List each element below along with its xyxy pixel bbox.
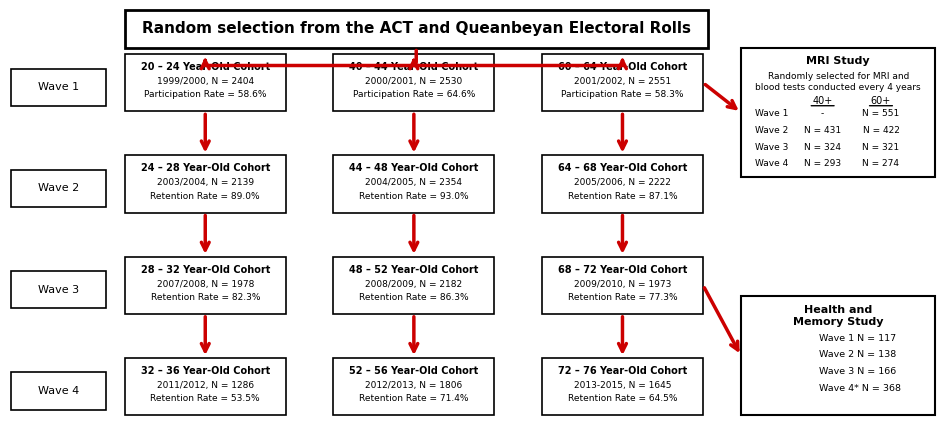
- Text: 2003/2004, N = 2139: 2003/2004, N = 2139: [157, 179, 254, 187]
- Text: Wave 2 N = 138: Wave 2 N = 138: [819, 350, 897, 359]
- FancyBboxPatch shape: [10, 271, 106, 308]
- FancyBboxPatch shape: [10, 69, 106, 106]
- FancyBboxPatch shape: [333, 358, 495, 415]
- Text: Wave 3: Wave 3: [755, 143, 788, 152]
- Text: 32 – 36 Year-Old Cohort: 32 – 36 Year-Old Cohort: [141, 366, 270, 376]
- Text: 68 – 72 Year-Old Cohort: 68 – 72 Year-Old Cohort: [558, 264, 688, 275]
- FancyBboxPatch shape: [542, 155, 703, 213]
- FancyBboxPatch shape: [542, 256, 703, 314]
- Text: N = 293: N = 293: [805, 159, 842, 168]
- Text: Retention Rate = 64.5%: Retention Rate = 64.5%: [568, 394, 677, 403]
- FancyBboxPatch shape: [125, 155, 286, 213]
- Text: Wave 4* N = 368: Wave 4* N = 368: [819, 384, 902, 393]
- Text: Retention Rate = 87.1%: Retention Rate = 87.1%: [568, 191, 677, 201]
- Text: Wave 2: Wave 2: [38, 183, 79, 194]
- Text: N = 551: N = 551: [863, 109, 900, 118]
- Text: Wave 3 N = 166: Wave 3 N = 166: [819, 367, 897, 376]
- Text: Participation Rate = 58.6%: Participation Rate = 58.6%: [144, 90, 266, 99]
- Text: N = 274: N = 274: [863, 159, 900, 168]
- Text: Participation Rate = 58.3%: Participation Rate = 58.3%: [561, 90, 684, 99]
- Text: 2007/2008, N = 1978: 2007/2008, N = 1978: [157, 280, 254, 288]
- Text: 2011/2012, N = 1286: 2011/2012, N = 1286: [157, 381, 254, 390]
- Text: 2012/2013, N = 1806: 2012/2013, N = 1806: [365, 381, 462, 390]
- Text: 2009/2010, N = 1973: 2009/2010, N = 1973: [573, 280, 671, 288]
- Text: Random selection from the ACT and Queanbeyan Electoral Rolls: Random selection from the ACT and Queanb…: [142, 21, 690, 36]
- Text: Retention Rate = 71.4%: Retention Rate = 71.4%: [359, 394, 469, 403]
- Text: 1999/2000, N = 2404: 1999/2000, N = 2404: [157, 77, 254, 86]
- FancyBboxPatch shape: [125, 10, 708, 47]
- Text: 40 – 44 Year-Old Cohort: 40 – 44 Year-Old Cohort: [349, 62, 478, 72]
- Text: Randomly selected for MRI and: Randomly selected for MRI and: [767, 72, 909, 81]
- Text: 44 – 48 Year-Old Cohort: 44 – 48 Year-Old Cohort: [349, 163, 478, 173]
- Text: 24 – 28 Year-Old Cohort: 24 – 28 Year-Old Cohort: [141, 163, 270, 173]
- Text: 40+: 40+: [812, 96, 833, 106]
- Text: N = 321: N = 321: [863, 143, 900, 152]
- Text: 2008/2009, N = 2182: 2008/2009, N = 2182: [365, 280, 462, 288]
- Text: 72 – 76 Year-Old Cohort: 72 – 76 Year-Old Cohort: [558, 366, 688, 376]
- Text: Retention Rate = 86.3%: Retention Rate = 86.3%: [359, 293, 469, 302]
- Text: Wave 1: Wave 1: [755, 109, 788, 118]
- Text: Wave 1 N = 117: Wave 1 N = 117: [819, 334, 897, 343]
- FancyBboxPatch shape: [125, 358, 286, 415]
- Text: Retention Rate = 77.3%: Retention Rate = 77.3%: [568, 293, 677, 302]
- Text: N = 422: N = 422: [863, 126, 900, 135]
- Text: 64 – 68 Year-Old Cohort: 64 – 68 Year-Old Cohort: [558, 163, 688, 173]
- Text: Retention Rate = 89.0%: Retention Rate = 89.0%: [150, 191, 260, 201]
- FancyBboxPatch shape: [125, 54, 286, 112]
- Text: Retention Rate = 53.5%: Retention Rate = 53.5%: [150, 394, 260, 403]
- Text: blood tests conducted every 4 years: blood tests conducted every 4 years: [755, 83, 921, 92]
- Text: 28 – 32 Year-Old Cohort: 28 – 32 Year-Old Cohort: [141, 264, 270, 275]
- Text: 48 – 52 Year-Old Cohort: 48 – 52 Year-Old Cohort: [349, 264, 478, 275]
- Text: Health and
Memory Study: Health and Memory Study: [793, 305, 883, 327]
- Text: Participation Rate = 64.6%: Participation Rate = 64.6%: [353, 90, 476, 99]
- Text: 60+: 60+: [871, 96, 891, 106]
- FancyBboxPatch shape: [333, 155, 495, 213]
- Text: N = 324: N = 324: [805, 143, 841, 152]
- FancyBboxPatch shape: [741, 296, 936, 415]
- Text: Wave 4: Wave 4: [38, 386, 79, 396]
- Text: 2001/2002, N = 2551: 2001/2002, N = 2551: [573, 77, 671, 86]
- Text: Retention Rate = 82.3%: Retention Rate = 82.3%: [150, 293, 260, 302]
- FancyBboxPatch shape: [125, 256, 286, 314]
- Text: Wave 4: Wave 4: [755, 159, 788, 168]
- FancyBboxPatch shape: [10, 170, 106, 207]
- Text: 2005/2006, N = 2222: 2005/2006, N = 2222: [574, 179, 670, 187]
- Text: 20 – 24 Year-Old Cohort: 20 – 24 Year-Old Cohort: [141, 62, 270, 72]
- FancyBboxPatch shape: [333, 54, 495, 112]
- Text: MRI Study: MRI Study: [806, 56, 870, 66]
- FancyBboxPatch shape: [542, 54, 703, 112]
- Text: 60 – 64 Year-Old Cohort: 60 – 64 Year-Old Cohort: [558, 62, 688, 72]
- Text: Retention Rate = 93.0%: Retention Rate = 93.0%: [359, 191, 469, 201]
- FancyBboxPatch shape: [10, 372, 106, 410]
- Text: -: -: [821, 109, 825, 118]
- FancyBboxPatch shape: [333, 256, 495, 314]
- Text: 2004/2005, N = 2354: 2004/2005, N = 2354: [365, 179, 462, 187]
- Text: N = 431: N = 431: [805, 126, 842, 135]
- Text: Wave 2: Wave 2: [755, 126, 788, 135]
- Text: 52 – 56 Year-Old Cohort: 52 – 56 Year-Old Cohort: [349, 366, 478, 376]
- Text: Wave 3: Wave 3: [38, 285, 79, 295]
- Text: 2013-2015, N = 1645: 2013-2015, N = 1645: [573, 381, 671, 390]
- Text: Wave 1: Wave 1: [38, 82, 79, 92]
- FancyBboxPatch shape: [741, 47, 936, 178]
- FancyBboxPatch shape: [542, 358, 703, 415]
- Text: 2000/2001, N = 2530: 2000/2001, N = 2530: [365, 77, 462, 86]
